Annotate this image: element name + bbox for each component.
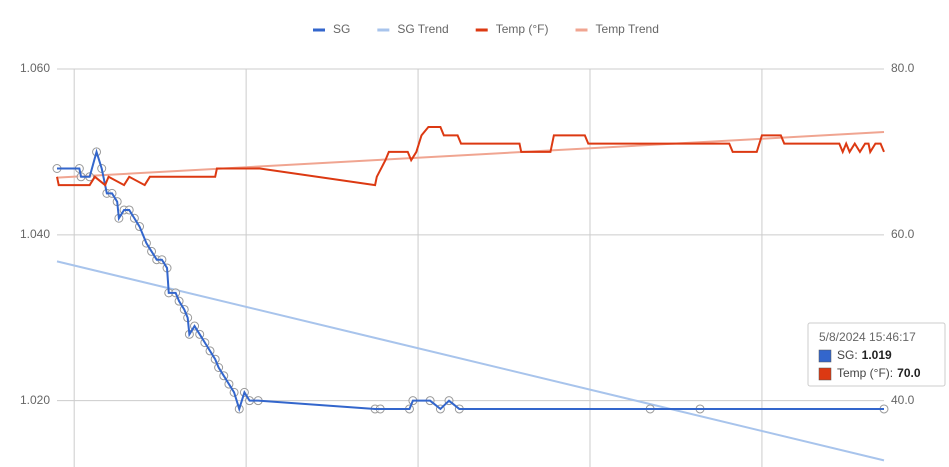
legend-label[interactable]: Temp Trend: [596, 22, 659, 36]
y-tick-label: 1.040: [20, 227, 50, 241]
series-line: [56, 131, 885, 179]
series-line: [57, 148, 884, 413]
y-tick-label: 1.020: [20, 393, 50, 407]
tooltip-item: Temp (°F): 70.0: [837, 366, 921, 380]
series-line: [56, 260, 885, 462]
tooltip-name: Temp (°F):: [837, 366, 893, 380]
tooltip-value: 1.019: [862, 348, 892, 362]
legend-label[interactable]: SG Trend: [397, 22, 448, 36]
y2-tick-label: 60.0: [891, 227, 915, 241]
tooltip-swatch: [818, 349, 832, 363]
y2-tick-label: 80.0: [891, 61, 915, 75]
y-tick-label: 1.060: [20, 61, 50, 75]
legend-label[interactable]: Temp (°F): [496, 22, 549, 36]
tooltip-box: [807, 322, 946, 387]
tooltip-value: 70.0: [897, 366, 921, 380]
tooltip-item: SG: 1.019: [837, 348, 892, 362]
y2-tick-label: 40.0: [891, 393, 915, 407]
tooltip-name: SG:: [837, 348, 858, 362]
legend-label[interactable]: SG: [333, 22, 350, 36]
tooltip-title: 5/8/2024 15:46:17: [819, 330, 916, 344]
tooltip-swatch: [818, 367, 832, 381]
series-line: [56, 126, 885, 187]
